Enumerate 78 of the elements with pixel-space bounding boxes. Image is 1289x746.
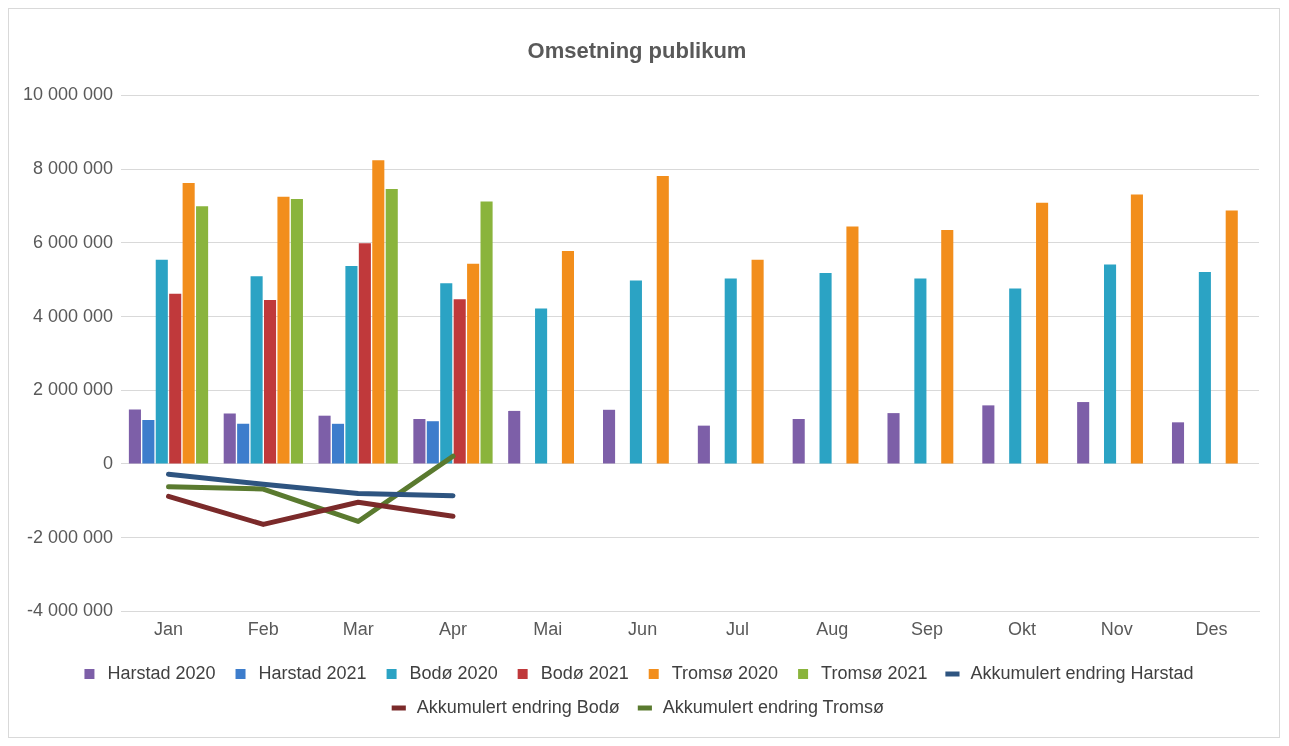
x-tick-label: Aug bbox=[816, 619, 849, 640]
bar bbox=[887, 413, 900, 464]
x-tick-label: Okt bbox=[1007, 619, 1036, 640]
bar bbox=[792, 419, 805, 464]
legend-label: Tromsø 2021 bbox=[821, 662, 928, 683]
bar bbox=[1130, 194, 1143, 464]
legend-label: Harstad 2020 bbox=[107, 662, 216, 683]
bar bbox=[237, 423, 250, 464]
bar bbox=[1104, 264, 1117, 464]
x-tick-label: Des bbox=[1195, 619, 1228, 640]
legend-label: Bodø 2020 bbox=[409, 662, 498, 683]
bar bbox=[982, 405, 995, 464]
y-tick-label: 0 bbox=[103, 452, 114, 473]
bar bbox=[318, 415, 331, 464]
bar bbox=[182, 183, 195, 464]
y-tick-label: 8 000 000 bbox=[33, 158, 114, 179]
bar bbox=[277, 196, 290, 464]
bar bbox=[372, 160, 385, 464]
bar bbox=[440, 283, 453, 464]
bar bbox=[413, 419, 426, 464]
bar bbox=[561, 250, 574, 464]
bar bbox=[535, 308, 548, 464]
legend-label: Akkumulert endring Tromsø bbox=[662, 696, 884, 717]
y-tick-label: 10 000 000 bbox=[22, 84, 114, 105]
bar bbox=[819, 273, 832, 464]
bar bbox=[941, 229, 954, 464]
bar bbox=[629, 280, 642, 464]
bar bbox=[751, 259, 764, 464]
bar bbox=[1198, 271, 1211, 464]
x-tick-label: Jan bbox=[153, 619, 184, 640]
x-tick-label: Mar bbox=[342, 619, 374, 640]
y-tick-label: 6 000 000 bbox=[33, 231, 114, 252]
x-tick-label: Nov bbox=[1100, 619, 1133, 640]
legend-label: Harstad 2021 bbox=[258, 662, 367, 683]
bar bbox=[1225, 210, 1238, 464]
bar bbox=[196, 206, 209, 464]
bar bbox=[1077, 402, 1090, 464]
bar bbox=[223, 413, 236, 464]
bar bbox=[603, 409, 616, 464]
y-tick-label: -4 000 000 bbox=[27, 600, 114, 621]
bar bbox=[656, 176, 669, 464]
bar bbox=[250, 276, 263, 464]
bar bbox=[1171, 422, 1185, 464]
bar bbox=[1036, 202, 1049, 464]
bar bbox=[264, 299, 277, 464]
legend-label: Akkumulert endring Harstad bbox=[970, 662, 1194, 683]
legend-label: Tromsø 2020 bbox=[671, 662, 779, 683]
bar bbox=[724, 278, 737, 464]
bar bbox=[142, 420, 155, 464]
bar bbox=[155, 259, 168, 464]
bar bbox=[697, 425, 710, 464]
bar bbox=[467, 263, 480, 464]
bar bbox=[331, 423, 345, 464]
chart-title: Omsetning publikum bbox=[527, 38, 747, 64]
bar bbox=[846, 226, 859, 464]
y-tick-label: 4 000 000 bbox=[33, 305, 114, 326]
x-tick-label: Mai bbox=[533, 619, 563, 640]
x-tick-label: Apr bbox=[438, 619, 467, 640]
bar bbox=[128, 409, 141, 464]
bar bbox=[453, 299, 466, 464]
bar bbox=[385, 189, 398, 464]
x-tick-label: Jul bbox=[725, 619, 749, 640]
bar bbox=[290, 198, 303, 464]
bar bbox=[345, 266, 358, 464]
legend-label: Bodø 2021 bbox=[540, 662, 629, 683]
bar bbox=[480, 201, 493, 464]
legend-label: Akkumulert endring Bodø bbox=[416, 696, 620, 717]
bar bbox=[508, 410, 521, 464]
x-tick-label: Feb bbox=[247, 619, 279, 640]
bar bbox=[169, 293, 182, 464]
bar bbox=[914, 278, 927, 464]
x-tick-label: Sep bbox=[911, 619, 944, 640]
y-tick-label: 2 000 000 bbox=[33, 379, 114, 400]
bar bbox=[1009, 288, 1022, 464]
x-tick-label: Jun bbox=[628, 619, 658, 640]
y-tick-label: -2 000 000 bbox=[27, 526, 114, 547]
bar bbox=[426, 421, 439, 464]
bar bbox=[358, 243, 371, 464]
